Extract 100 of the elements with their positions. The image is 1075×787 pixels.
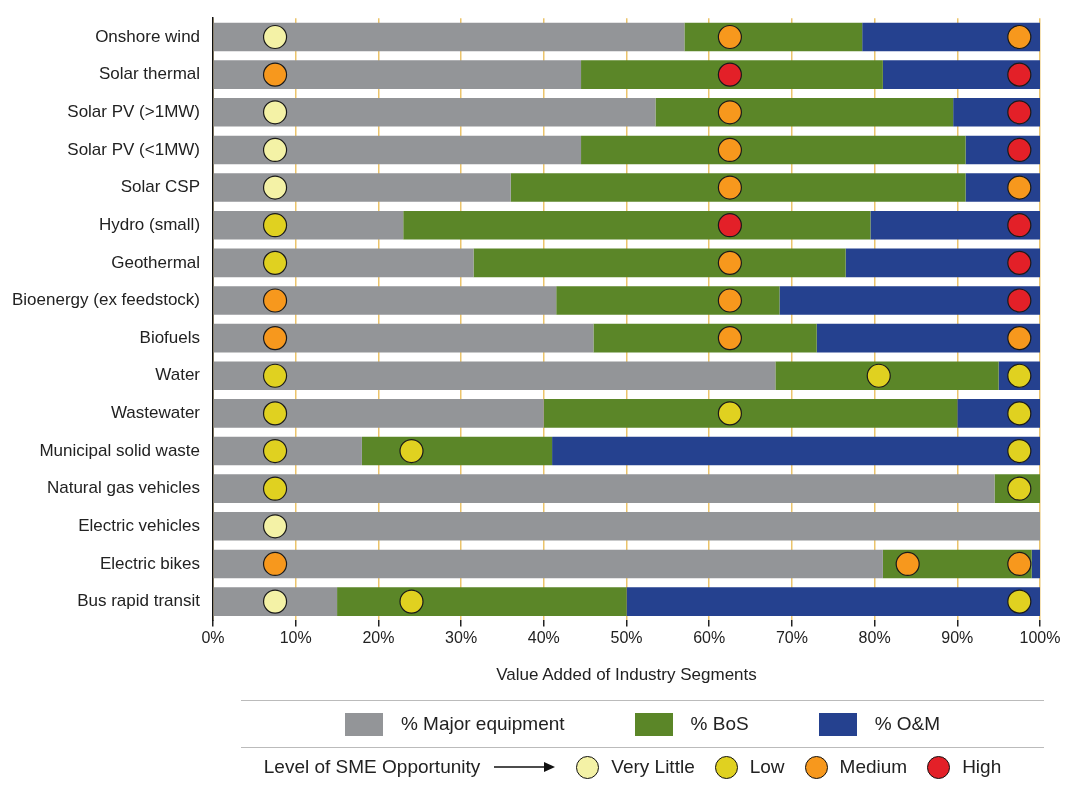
point [1007, 100, 1032, 125]
bar [213, 60, 582, 89]
point [399, 438, 424, 464]
point [1007, 250, 1032, 275]
point [1007, 551, 1032, 577]
y-tick-label: Solar CSP [120, 177, 201, 197]
bar [779, 286, 1040, 315]
point [262, 514, 288, 539]
bar [213, 210, 404, 240]
point [1007, 213, 1032, 238]
point [262, 589, 288, 614]
bar [816, 323, 1040, 353]
legend-title: Level of SME Opportunity [263, 756, 481, 778]
x-tick-label: 0% [201, 629, 225, 647]
point [262, 213, 288, 238]
y-tick-label: Natural gas vehicles [46, 478, 201, 498]
bar [213, 173, 511, 202]
bar [361, 436, 553, 466]
point [895, 551, 920, 577]
point [1007, 137, 1032, 163]
point [1007, 24, 1032, 50]
point [262, 100, 288, 125]
y-tick-label: Bus rapid transit [77, 591, 201, 611]
bar [870, 210, 1040, 240]
y-tick-label: Hydro (small) [98, 214, 201, 234]
point [717, 175, 742, 200]
point [262, 326, 288, 351]
point [262, 438, 288, 464]
bar [473, 248, 846, 278]
bar [862, 22, 1040, 52]
point [399, 589, 424, 614]
bar [882, 60, 1040, 89]
bar [593, 323, 817, 353]
bar [655, 97, 954, 127]
y-tick-label: Solar thermal [98, 64, 201, 84]
point [1007, 589, 1032, 614]
point [717, 100, 742, 125]
bar [213, 549, 883, 579]
bar [213, 248, 474, 278]
y-tick-label: Geothermal [111, 252, 201, 272]
bar [581, 135, 966, 165]
y-tick-label: Municipal solid waste [39, 440, 201, 460]
point [1007, 326, 1032, 351]
point [262, 363, 288, 388]
point [717, 401, 742, 426]
bar [510, 173, 966, 202]
point [717, 137, 742, 163]
legend-label: Low [749, 756, 785, 778]
point [717, 24, 742, 50]
x-tick-label: 30% [445, 629, 478, 647]
bar [213, 474, 995, 503]
x-tick-label: 50% [610, 629, 643, 647]
legend-label: % Major equipment [400, 713, 565, 735]
point [717, 250, 742, 275]
y-tick-label: Electric vehicles [78, 515, 201, 535]
bar [213, 512, 1040, 541]
bar [552, 436, 1040, 466]
legend-label: % BoS [690, 713, 749, 735]
x-axis-title: Value Added of Industry Segments [496, 665, 757, 685]
point [262, 476, 288, 501]
bar [213, 361, 776, 391]
point [1007, 401, 1032, 426]
y-tick-label: Onshore wind [95, 26, 201, 46]
y-tick-label: Electric bikes [99, 553, 201, 573]
point [717, 62, 742, 87]
x-tick-label: 90% [941, 629, 974, 647]
bar [403, 210, 871, 240]
legend-label: Medium [839, 756, 908, 778]
bar [684, 22, 863, 52]
point [262, 62, 288, 87]
y-tick-label: Solar PV (<1MW) [67, 139, 201, 159]
y-tick-label: Solar PV (>1MW) [67, 101, 201, 121]
x-tick-label: 20% [362, 629, 395, 647]
y-tick-label: Wastewater [110, 403, 201, 423]
point [717, 213, 742, 238]
bar [213, 323, 594, 353]
point [262, 551, 288, 577]
bar [337, 587, 627, 616]
point [1007, 175, 1032, 200]
bar [213, 22, 685, 52]
legend-label: % O&M [874, 713, 941, 735]
x-tick-label: 70% [775, 629, 808, 647]
bar [213, 399, 544, 428]
point [262, 137, 288, 163]
point [866, 363, 891, 388]
point [262, 401, 288, 426]
point [717, 326, 742, 351]
point [262, 24, 288, 50]
x-tick-label: 40% [527, 629, 560, 647]
point [262, 250, 288, 275]
y-tick-label: Bioenergy (ex feedstock) [11, 290, 201, 310]
point [1007, 288, 1032, 313]
x-tick-label: 80% [858, 629, 891, 647]
bar [775, 361, 999, 391]
y-tick-label: Biofuels [139, 327, 201, 347]
bar [581, 60, 883, 89]
x-tick-label: 60% [693, 629, 726, 647]
point [1007, 62, 1032, 87]
y-tick-label: Water [155, 365, 201, 385]
legend-label: High [962, 756, 1002, 778]
